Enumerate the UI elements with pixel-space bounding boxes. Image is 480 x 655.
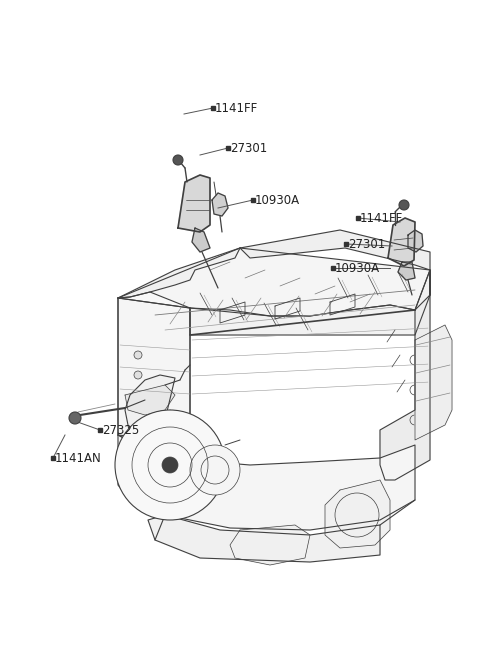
- Polygon shape: [125, 385, 175, 415]
- Polygon shape: [118, 248, 430, 316]
- Circle shape: [190, 445, 240, 495]
- Polygon shape: [118, 435, 415, 530]
- Circle shape: [115, 410, 225, 520]
- Text: 27301: 27301: [230, 141, 267, 155]
- Circle shape: [162, 457, 178, 473]
- Polygon shape: [118, 248, 240, 298]
- Polygon shape: [230, 525, 310, 565]
- Polygon shape: [190, 270, 430, 335]
- Text: 1141AN: 1141AN: [55, 451, 102, 464]
- Text: 1141FF: 1141FF: [360, 212, 403, 225]
- Polygon shape: [325, 480, 390, 548]
- Polygon shape: [148, 515, 380, 562]
- Polygon shape: [118, 292, 190, 440]
- Polygon shape: [398, 262, 415, 280]
- Text: 10930A: 10930A: [335, 261, 380, 274]
- Polygon shape: [212, 193, 228, 216]
- Polygon shape: [415, 325, 452, 440]
- Polygon shape: [388, 218, 415, 266]
- Polygon shape: [240, 230, 430, 270]
- Polygon shape: [408, 230, 423, 252]
- Circle shape: [134, 351, 142, 359]
- Text: 27301: 27301: [348, 238, 385, 250]
- Polygon shape: [178, 175, 210, 232]
- Circle shape: [69, 412, 81, 424]
- Circle shape: [173, 155, 183, 165]
- Text: 1141FF: 1141FF: [215, 102, 258, 115]
- Polygon shape: [125, 375, 190, 460]
- Circle shape: [134, 371, 142, 379]
- Polygon shape: [192, 228, 210, 252]
- Circle shape: [144, 416, 152, 424]
- Polygon shape: [118, 298, 190, 460]
- Text: 10930A: 10930A: [255, 193, 300, 206]
- Circle shape: [399, 200, 409, 210]
- Polygon shape: [380, 270, 430, 480]
- Text: 27325: 27325: [102, 424, 139, 436]
